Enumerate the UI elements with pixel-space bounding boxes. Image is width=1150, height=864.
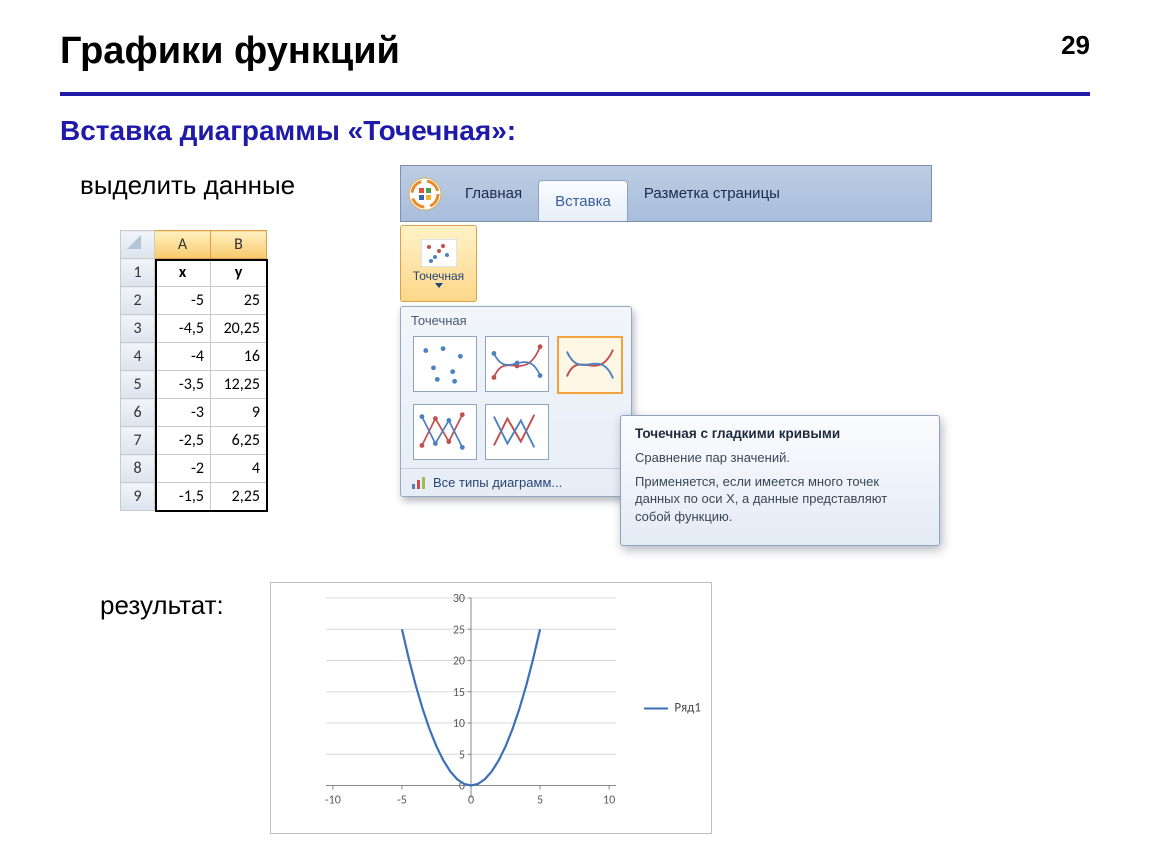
legend-series-label: Ряд1 — [674, 701, 701, 716]
ribbon-tabs: Главная Вставка Разметка страницы — [400, 165, 932, 222]
svg-text:-10: -10 — [325, 794, 341, 808]
excel-cell[interactable]: 20,25 — [211, 315, 267, 343]
ribbon-tab-insert[interactable]: Вставка — [538, 180, 628, 221]
scatter-gallery-dropdown: Точечная Все типы диаграмм... — [400, 306, 632, 497]
excel-row-head[interactable]: 9 — [121, 483, 155, 511]
chart-types-icon — [411, 476, 427, 490]
excel-row-head[interactable]: 6 — [121, 399, 155, 427]
excel-cell[interactable]: -3,5 — [155, 371, 211, 399]
chart-legend: Ряд1 — [644, 701, 701, 716]
excel-data-table: A B 1 x y 2-5253-4,520,254-4165-3,512,25… — [120, 230, 267, 511]
ribbon-tab-home[interactable]: Главная — [449, 166, 538, 221]
excel-cell[interactable]: 2,25 — [211, 483, 267, 511]
scatter-chart-button[interactable]: Точечная — [400, 225, 477, 302]
excel-cell[interactable]: -1,5 — [155, 483, 211, 511]
excel-cell[interactable]: 12,25 — [211, 371, 267, 399]
title-underline — [60, 92, 1090, 96]
excel-col-A[interactable]: A — [155, 231, 211, 259]
chart-subtype-scatter-smooth[interactable] — [557, 336, 623, 394]
excel-row-head[interactable]: 8 — [121, 455, 155, 483]
excel-header-y[interactable]: y — [211, 259, 267, 287]
gallery-header: Точечная — [401, 307, 631, 330]
excel-cell[interactable]: 6,25 — [211, 427, 267, 455]
excel-corner[interactable] — [121, 231, 155, 259]
excel-row-head[interactable]: 7 — [121, 427, 155, 455]
chart-subtype-scatter-smooth-markers[interactable] — [485, 336, 549, 392]
excel-row-head[interactable]: 4 — [121, 343, 155, 371]
excel-row-head[interactable]: 1 — [121, 259, 155, 287]
page-title: Графики функций — [60, 30, 400, 73]
office-button[interactable] — [401, 166, 449, 221]
svg-text:0: 0 — [468, 794, 474, 808]
result-chart: 051015202530-10-50510 Ряд1 — [270, 582, 712, 834]
legend-series-line — [644, 707, 668, 709]
excel-row-head[interactable]: 3 — [121, 315, 155, 343]
excel-cell[interactable]: 16 — [211, 343, 267, 371]
excel-cell[interactable]: -4 — [155, 343, 211, 371]
tooltip-line1: Сравнение пар значений. — [635, 449, 925, 467]
scatter-icon — [421, 239, 457, 267]
tooltip-title: Точечная с гладкими кривыми — [635, 426, 925, 441]
chart-subtype-scatter-markers[interactable] — [413, 336, 477, 392]
page-number: 29 — [1061, 30, 1090, 61]
excel-cell[interactable]: -3 — [155, 399, 211, 427]
section-subtitle: Вставка диаграммы «Точечная»: — [60, 115, 516, 147]
svg-text:15: 15 — [453, 686, 465, 700]
result-label: результат: — [100, 590, 224, 621]
chart-type-tooltip: Точечная с гладкими кривыми Сравнение па… — [620, 415, 940, 546]
excel-header-x[interactable]: x — [155, 259, 211, 287]
scatter-button-label: Точечная — [413, 269, 464, 283]
tooltip-line2: Применяется, если имеется много точек да… — [635, 473, 925, 526]
excel-col-B[interactable]: B — [211, 231, 267, 259]
ribbon-tab-layout[interactable]: Разметка страницы — [628, 166, 796, 221]
svg-text:30: 30 — [453, 592, 465, 606]
all-chart-types-link[interactable]: Все типы диаграмм... — [401, 468, 631, 496]
chevron-down-icon — [435, 283, 443, 288]
step-select-data-label: выделить данные — [80, 170, 295, 201]
chart-subtype-scatter-straight-markers[interactable] — [413, 404, 477, 460]
excel-cell[interactable]: -4,5 — [155, 315, 211, 343]
excel-cell[interactable]: -2,5 — [155, 427, 211, 455]
all-chart-types-label: Все типы диаграмм... — [433, 475, 562, 490]
svg-text:5: 5 — [537, 794, 543, 808]
excel-cell[interactable]: -5 — [155, 287, 211, 315]
svg-text:10: 10 — [603, 794, 615, 808]
excel-cell[interactable]: 4 — [211, 455, 267, 483]
excel-cell[interactable]: 9 — [211, 399, 267, 427]
svg-text:-5: -5 — [397, 794, 407, 808]
excel-row-head[interactable]: 2 — [121, 287, 155, 315]
svg-text:5: 5 — [459, 748, 465, 762]
excel-row-head[interactable]: 5 — [121, 371, 155, 399]
svg-text:20: 20 — [453, 655, 465, 669]
svg-text:25: 25 — [453, 623, 465, 637]
chart-subtype-scatter-straight[interactable] — [485, 404, 549, 460]
excel-cell[interactable]: -2 — [155, 455, 211, 483]
svg-text:10: 10 — [453, 717, 465, 731]
excel-cell[interactable]: 25 — [211, 287, 267, 315]
